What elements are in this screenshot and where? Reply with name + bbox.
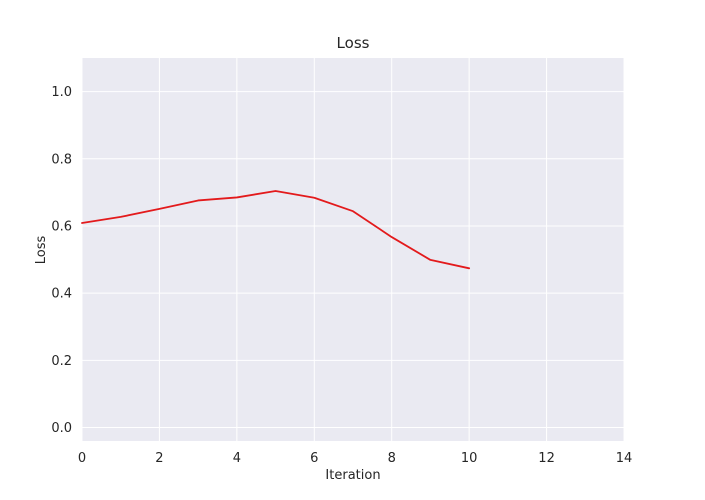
series-layer <box>81 190 471 270</box>
y-tick-label: 0.6 <box>51 219 72 234</box>
x-tick-label: 0 <box>78 451 86 466</box>
x-tick-label: 2 <box>155 451 163 466</box>
x-tick-labels: 0 2 4 6 8 10 12 14 <box>78 451 632 466</box>
y-tick-labels: 0.0 0.2 0.4 0.6 0.8 1.0 <box>51 85 72 436</box>
x-tick-label: 8 <box>388 451 396 466</box>
grid-lines <box>81 58 625 441</box>
x-tick-label: 4 <box>233 451 241 466</box>
x-axis-label: Iteration <box>325 468 380 483</box>
y-tick-label: 0.8 <box>51 152 72 167</box>
x-tick-label: 12 <box>538 451 555 466</box>
y-tick-label: 0.4 <box>51 287 72 302</box>
y-axis-label: Loss <box>34 236 49 265</box>
plot-background <box>82 58 624 441</box>
loss-series-line <box>81 190 471 270</box>
y-tick-label: 0.2 <box>51 354 72 369</box>
y-tick-label: 0.0 <box>51 421 72 436</box>
chart-title: Loss <box>337 34 370 52</box>
x-tick-label: 10 <box>461 451 478 466</box>
x-tick-label: 14 <box>616 451 633 466</box>
x-tick-label: 6 <box>310 451 318 466</box>
y-tick-label: 1.0 <box>51 85 72 100</box>
